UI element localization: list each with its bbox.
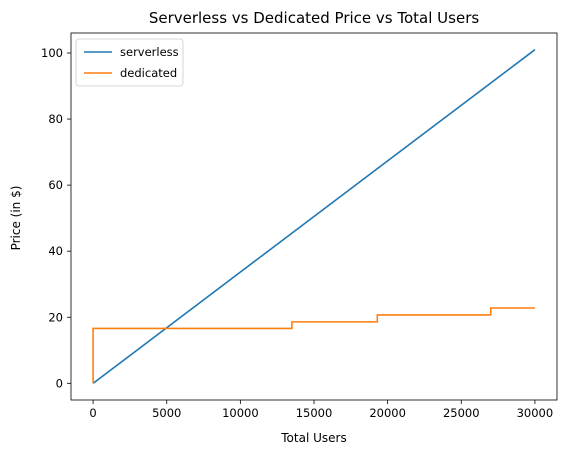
- plot-area: [92, 49, 536, 384]
- legend-label-serverless: serverless: [120, 45, 179, 59]
- x-tick-label: 15000: [296, 406, 333, 420]
- legend-box: [75, 38, 184, 87]
- x-axis-label: Total Users: [280, 431, 346, 445]
- x-tick-label: 30000: [517, 406, 554, 420]
- y-tick-label: 100: [41, 46, 63, 60]
- axis-ticks: 0 5000 10000 15000 20000 25000 30000 0 20 40 60 80 1…: [41, 46, 553, 420]
- legend-label-dedicated: dedicated: [120, 66, 177, 80]
- x-tick-label: 5000: [152, 406, 181, 420]
- y-tick-label: 20: [48, 310, 63, 324]
- x-tick-label: 20000: [369, 406, 406, 420]
- y-tick-label: 80: [48, 112, 63, 126]
- chart-title: Serverless vs Dedicated Price vs Total U…: [149, 9, 480, 27]
- dedicated-series-line: [92, 307, 535, 384]
- y-tick-label: 40: [48, 244, 63, 258]
- legend: serverless dedicated: [75, 38, 184, 87]
- x-tick-label: 0: [89, 406, 96, 420]
- plot-frame: [70, 32, 558, 401]
- y-tick-label: 0: [56, 376, 63, 390]
- x-tick-label: 25000: [443, 406, 480, 420]
- x-tick-label: 10000: [222, 406, 259, 420]
- y-axis-label: Price (in $): [9, 186, 23, 251]
- y-tick-label: 60: [48, 178, 63, 192]
